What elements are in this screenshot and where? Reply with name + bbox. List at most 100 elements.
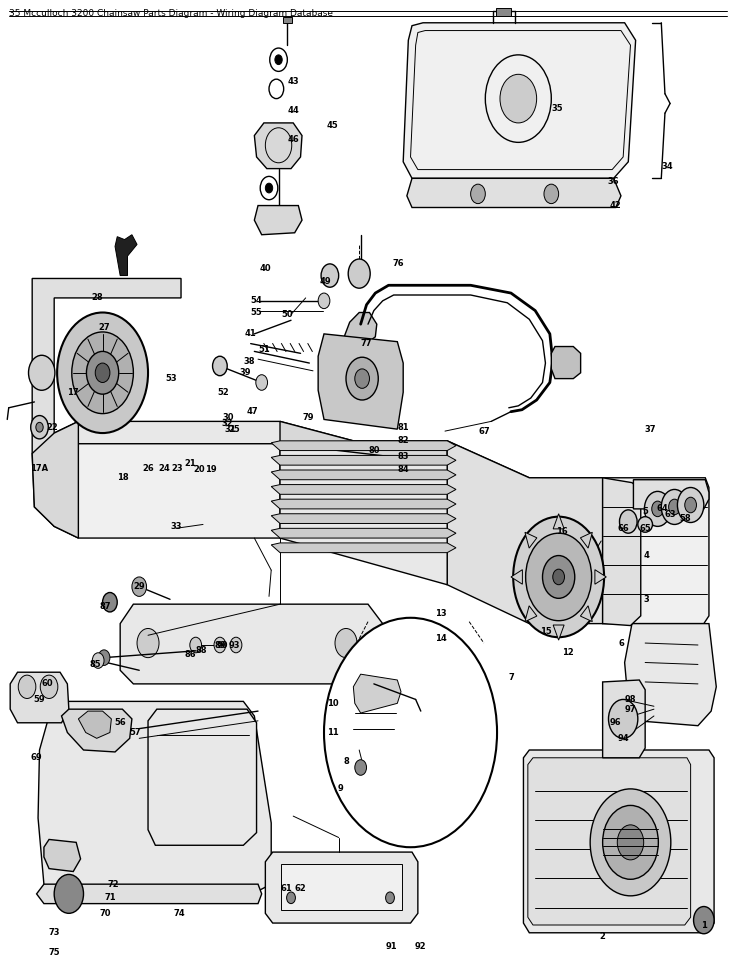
Text: 45: 45 (327, 121, 339, 131)
Text: 1: 1 (701, 920, 707, 929)
Text: 2: 2 (600, 932, 606, 941)
Polygon shape (511, 569, 523, 584)
Polygon shape (271, 455, 456, 465)
Text: 70: 70 (100, 909, 111, 917)
Text: 7: 7 (508, 673, 514, 682)
Polygon shape (266, 852, 418, 923)
Circle shape (98, 650, 110, 665)
Text: 89: 89 (214, 641, 226, 649)
Text: 94: 94 (618, 734, 629, 743)
Circle shape (386, 892, 394, 904)
Text: 18: 18 (116, 473, 128, 483)
Text: 54: 54 (251, 296, 263, 305)
Circle shape (652, 501, 663, 517)
Text: 97: 97 (625, 705, 636, 714)
Text: 93: 93 (229, 641, 240, 649)
Text: 59: 59 (34, 695, 46, 704)
Text: 10: 10 (327, 699, 339, 708)
Polygon shape (255, 206, 302, 235)
Text: 62: 62 (294, 883, 306, 892)
Text: 14: 14 (436, 634, 447, 643)
Text: 51: 51 (258, 345, 270, 354)
Polygon shape (271, 543, 456, 553)
Text: 90: 90 (217, 641, 229, 649)
Circle shape (31, 415, 49, 439)
Circle shape (324, 618, 497, 847)
Text: 75: 75 (49, 948, 60, 956)
Polygon shape (407, 178, 621, 208)
Text: 27: 27 (98, 323, 110, 332)
Text: 67: 67 (478, 427, 489, 436)
Polygon shape (62, 709, 132, 752)
Bar (283, 17, 291, 22)
Text: 33: 33 (170, 522, 182, 531)
Circle shape (137, 629, 159, 658)
Text: 84: 84 (397, 465, 409, 475)
Text: 88: 88 (195, 646, 207, 655)
Circle shape (603, 805, 659, 879)
Circle shape (553, 569, 565, 585)
Polygon shape (32, 279, 181, 526)
Text: 39: 39 (239, 369, 250, 377)
Text: 52: 52 (217, 388, 229, 397)
Polygon shape (553, 625, 564, 641)
Polygon shape (115, 235, 137, 276)
Circle shape (54, 875, 83, 914)
Polygon shape (32, 421, 78, 538)
Text: 9: 9 (337, 785, 343, 794)
Text: 49: 49 (319, 277, 331, 286)
Text: 4: 4 (644, 551, 650, 560)
Text: 56: 56 (114, 719, 126, 727)
Polygon shape (525, 532, 537, 548)
Polygon shape (280, 421, 447, 463)
Polygon shape (318, 333, 403, 429)
Text: 73: 73 (49, 928, 60, 937)
Circle shape (213, 356, 227, 375)
Circle shape (132, 577, 146, 597)
Polygon shape (255, 123, 302, 169)
Text: 81: 81 (397, 423, 409, 432)
Circle shape (286, 892, 295, 904)
Text: 50: 50 (282, 310, 293, 319)
Circle shape (335, 629, 357, 658)
Text: 29: 29 (133, 582, 145, 591)
Circle shape (544, 184, 559, 204)
Text: 63: 63 (665, 510, 676, 520)
Text: 20: 20 (194, 465, 205, 475)
Polygon shape (280, 444, 447, 585)
Polygon shape (271, 499, 456, 509)
Text: 8: 8 (343, 758, 349, 766)
Text: 44: 44 (287, 105, 299, 115)
Text: 77: 77 (361, 339, 372, 348)
Text: 83: 83 (397, 451, 409, 461)
Polygon shape (271, 485, 456, 494)
Circle shape (102, 593, 117, 612)
Text: 46: 46 (287, 135, 299, 144)
Bar (281, 864, 403, 911)
Circle shape (57, 313, 148, 433)
Text: 71: 71 (104, 893, 116, 902)
Circle shape (190, 638, 202, 653)
Polygon shape (603, 478, 709, 624)
Text: 61: 61 (280, 883, 291, 892)
Circle shape (355, 760, 367, 775)
Circle shape (668, 499, 680, 515)
Text: 60: 60 (41, 680, 53, 688)
Text: 72: 72 (107, 879, 118, 888)
Text: 13: 13 (436, 609, 447, 618)
Polygon shape (447, 441, 603, 624)
Text: 42: 42 (610, 201, 622, 210)
Circle shape (526, 533, 592, 621)
Text: 98: 98 (625, 695, 636, 704)
Text: 35: 35 (551, 103, 563, 113)
Circle shape (542, 556, 575, 599)
Text: 11: 11 (327, 728, 339, 737)
Circle shape (18, 675, 36, 698)
Circle shape (470, 184, 485, 204)
Circle shape (256, 374, 268, 390)
Text: 15: 15 (539, 627, 551, 636)
Text: 6: 6 (618, 639, 624, 647)
Polygon shape (625, 624, 716, 725)
Circle shape (513, 517, 604, 638)
Text: 66: 66 (618, 524, 629, 532)
